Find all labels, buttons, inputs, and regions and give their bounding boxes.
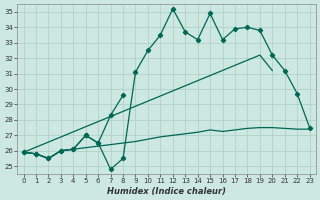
X-axis label: Humidex (Indice chaleur): Humidex (Indice chaleur): [107, 187, 226, 196]
